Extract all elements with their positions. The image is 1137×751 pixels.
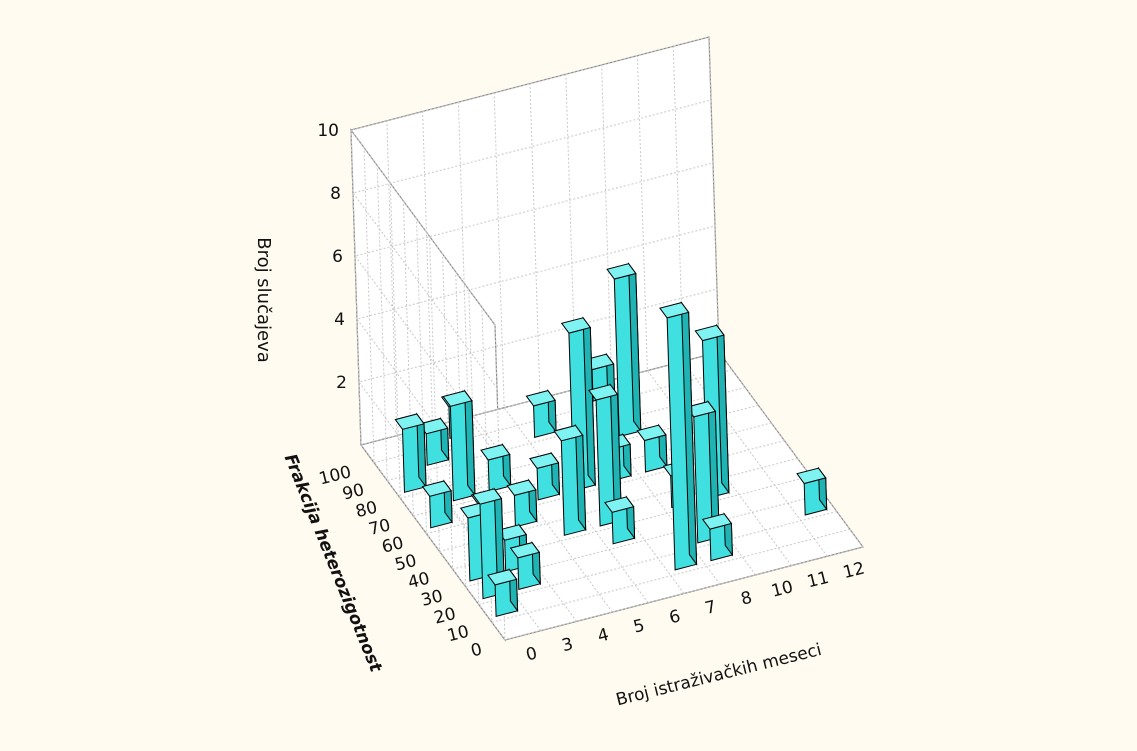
gridline-x	[565, 74, 721, 585]
y-tick-label: 4	[334, 310, 345, 330]
y-tick-label: 8	[330, 184, 341, 204]
x-tick-label: 4	[596, 625, 611, 647]
z-tick-label: 0	[469, 639, 484, 661]
y-tick-label: 6	[332, 247, 343, 267]
bar-top-face	[553, 424, 584, 442]
bar-top-face	[606, 263, 637, 280]
bar	[525, 389, 557, 439]
gridline-z	[350, 129, 720, 446]
bar	[487, 568, 519, 618]
bar	[701, 512, 733, 562]
chart-gridlines	[350, 36, 864, 641]
bar-top-face	[659, 302, 690, 319]
bar	[604, 495, 636, 545]
x-tick-label: 12	[841, 558, 867, 583]
gridline-z	[429, 236, 798, 553]
bar	[606, 262, 642, 438]
bar-top-face	[480, 444, 511, 461]
bar-top-face	[529, 452, 560, 469]
bar	[529, 451, 561, 501]
gridline-y	[354, 162, 714, 452]
x-tick-label: 5	[631, 616, 646, 638]
y-tick-label: 10	[317, 121, 339, 141]
gridline-z	[376, 165, 746, 482]
gridline-z	[494, 324, 864, 641]
bar	[394, 412, 427, 493]
gridline-y	[352, 99, 712, 389]
bar-top-face	[509, 542, 541, 559]
bar	[442, 389, 476, 502]
bar	[659, 301, 698, 571]
bar-top-face	[525, 390, 556, 407]
gridline-x	[493, 92, 649, 604]
bar-top-face	[506, 479, 537, 496]
bar	[506, 478, 538, 528]
x-tick-label: 8	[739, 588, 754, 610]
bar	[418, 416, 450, 466]
bar-top-face	[588, 384, 619, 401]
bar-top-face	[636, 424, 667, 442]
gridline-y	[350, 36, 710, 326]
gridline-x	[672, 46, 828, 557]
x-tick-label: 6	[667, 606, 682, 628]
gridline-z	[402, 200, 772, 517]
bar-top-face	[442, 390, 473, 407]
bar-top-face	[694, 324, 725, 342]
bar-top-face	[604, 496, 635, 513]
gridline-z	[442, 254, 811, 570]
bar	[509, 541, 541, 591]
x-tick-label: 11	[805, 568, 831, 593]
bar	[553, 423, 587, 536]
gridline-x	[457, 102, 613, 613]
bar-top-face	[560, 317, 592, 334]
bar	[796, 466, 828, 516]
gridline-z	[389, 183, 759, 499]
bar-top-face	[471, 488, 503, 505]
bar-top-face	[701, 513, 733, 530]
gridline-x	[636, 55, 792, 566]
y-axis-label: Broj slučajeva	[253, 237, 274, 363]
gridline-z	[468, 289, 837, 606]
bar-top-face	[394, 413, 425, 430]
bar	[421, 479, 453, 529]
x-tick-label: 3	[560, 634, 575, 656]
bar-top-face	[487, 569, 518, 586]
gridline-x	[529, 83, 685, 594]
gridline-z	[416, 218, 785, 535]
x-tick-label: 10	[769, 577, 795, 602]
x-axis-label: Broj istraživačkih meseci	[614, 640, 824, 710]
bar-top-face	[796, 467, 827, 485]
bar	[480, 443, 512, 493]
x-tick-label: 7	[703, 597, 718, 619]
gridline-z	[481, 307, 851, 623]
gridline-z	[455, 271, 824, 588]
x-tick-label: 0	[524, 643, 539, 665]
chart-bars	[394, 262, 828, 618]
bar	[636, 423, 668, 473]
gridline-x	[350, 129, 506, 641]
bar-top-face	[421, 480, 452, 497]
y-tick-label: 2	[336, 373, 347, 393]
gridline-z	[363, 147, 733, 464]
gridline-y	[358, 288, 718, 578]
